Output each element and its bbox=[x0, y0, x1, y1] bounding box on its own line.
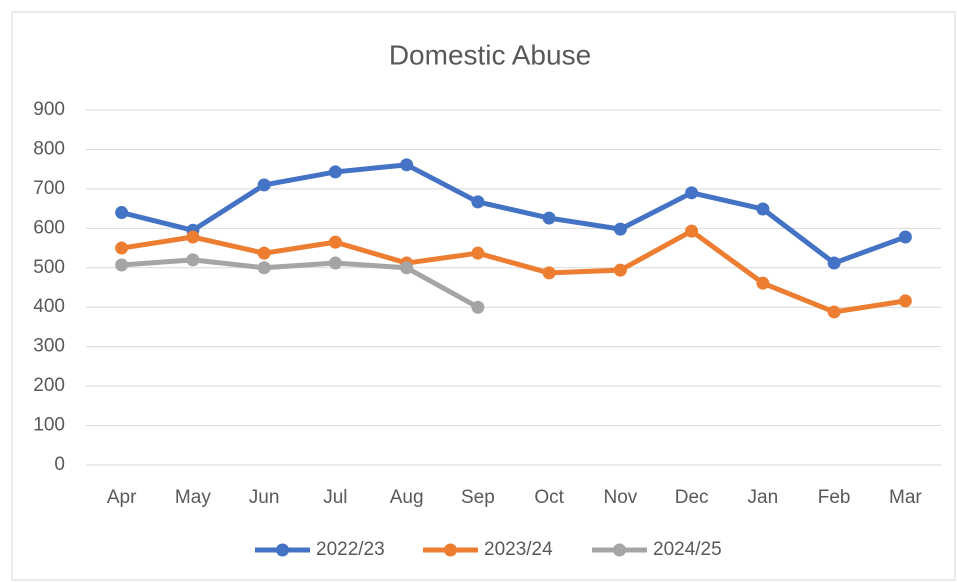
point bbox=[898, 294, 912, 308]
point bbox=[471, 246, 485, 260]
point bbox=[257, 178, 271, 192]
point bbox=[827, 256, 841, 270]
legend-label: 2024/25 bbox=[653, 539, 722, 560]
legend-label: 2022/23 bbox=[316, 539, 385, 560]
x-tick-label: Dec bbox=[675, 487, 709, 508]
y-tick-label: 100 bbox=[33, 415, 65, 436]
x-tick-label: Apr bbox=[107, 487, 137, 508]
point bbox=[257, 246, 271, 260]
y-tick-label: 600 bbox=[33, 217, 65, 238]
point bbox=[328, 235, 342, 249]
point bbox=[542, 266, 556, 280]
point bbox=[186, 230, 200, 244]
x-tick-label: Jun bbox=[249, 487, 280, 508]
y-tick-label: 500 bbox=[33, 257, 65, 278]
x-tick-label: Mar bbox=[889, 487, 922, 508]
point bbox=[186, 253, 200, 267]
y-tick-label: 0 bbox=[54, 454, 65, 475]
x-tick-label: Jul bbox=[323, 487, 347, 508]
point bbox=[328, 165, 342, 179]
x-tick-label: Aug bbox=[390, 487, 424, 508]
y-tick-label: 800 bbox=[33, 138, 65, 159]
y-tick-label: 300 bbox=[33, 336, 65, 357]
legend-marker bbox=[444, 543, 457, 557]
y-tick-label: 200 bbox=[33, 375, 65, 396]
x-tick-label: Nov bbox=[603, 487, 637, 508]
x-tick-label: Jan bbox=[748, 487, 779, 508]
point bbox=[756, 202, 770, 216]
x-tick-label: May bbox=[175, 487, 211, 508]
point bbox=[756, 276, 770, 290]
point bbox=[827, 305, 841, 319]
series-line bbox=[119, 257, 481, 310]
point bbox=[685, 186, 699, 200]
point bbox=[115, 206, 129, 220]
point bbox=[115, 258, 129, 272]
point bbox=[328, 256, 342, 270]
legend-label: 2023/24 bbox=[484, 539, 553, 560]
point bbox=[613, 222, 627, 236]
point bbox=[115, 241, 129, 255]
point bbox=[685, 224, 699, 238]
point bbox=[471, 300, 485, 314]
y-tick-label: 700 bbox=[33, 178, 65, 199]
x-tick-label: Feb bbox=[818, 487, 851, 508]
y-tick-label: 900 bbox=[33, 99, 65, 120]
point bbox=[471, 195, 485, 209]
x-tick-label: Oct bbox=[534, 487, 564, 508]
series-line bbox=[119, 162, 908, 266]
point bbox=[400, 261, 414, 275]
point bbox=[257, 261, 271, 275]
point bbox=[542, 211, 556, 225]
legend-marker bbox=[276, 543, 289, 557]
x-tick-label: Sep bbox=[461, 487, 495, 508]
point bbox=[898, 230, 912, 244]
point bbox=[400, 158, 414, 172]
legend-marker bbox=[613, 543, 626, 557]
chart-title: Domestic Abuse bbox=[389, 39, 591, 70]
y-tick-label: 400 bbox=[33, 296, 65, 317]
series-line bbox=[119, 228, 908, 315]
point bbox=[613, 263, 627, 277]
